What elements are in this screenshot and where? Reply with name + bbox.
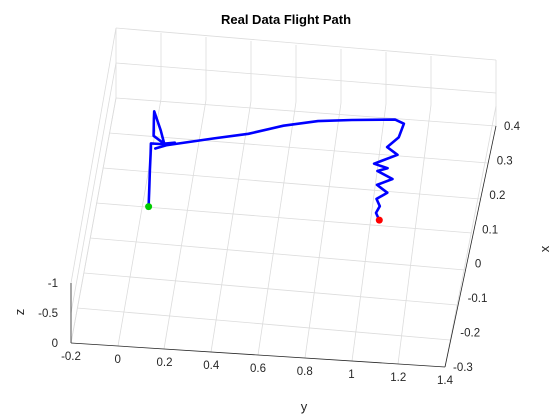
grid-line xyxy=(115,62,497,94)
x-axis-label: x xyxy=(537,245,552,252)
y-tick-label: 1.2 xyxy=(390,372,406,384)
x-tick-label: 0.1 xyxy=(482,224,498,236)
y-axis-line xyxy=(70,342,446,368)
grid-line xyxy=(89,237,466,271)
x-tick-label: -0.3 xyxy=(453,362,473,374)
x-tick-label: -0.2 xyxy=(460,328,480,340)
grid-line xyxy=(70,27,117,284)
grid-line xyxy=(115,97,497,127)
y-tick-label: 0.8 xyxy=(297,366,313,378)
y-tick-label: 0.4 xyxy=(203,360,220,372)
x-tick-label: -0.1 xyxy=(468,293,488,305)
y-tick-label: 1.4 xyxy=(437,375,454,387)
flight-path-line xyxy=(147,110,406,222)
grid-line xyxy=(304,102,342,359)
z-tick-label: 0 xyxy=(52,338,58,350)
y-tick-label: 0.6 xyxy=(250,363,266,375)
grid-line xyxy=(397,104,432,365)
start-marker xyxy=(145,203,153,211)
x-tick-label: 0.4 xyxy=(504,121,521,133)
y-tick-label: 1 xyxy=(348,369,354,381)
grid-line xyxy=(257,101,297,356)
x-tick-label: 0 xyxy=(475,259,481,271)
grid-line xyxy=(102,167,481,200)
x-tick-label: 0.3 xyxy=(497,155,513,167)
x-tick-labels: 0.4 0.3 0.2 0.1 0 -0.1 -0.2 -0.3 xyxy=(453,121,521,374)
y-tick-label: 0 xyxy=(115,354,121,366)
grid-line xyxy=(76,307,451,341)
y-tick-label: 0.2 xyxy=(157,357,173,369)
y-tick-labels: -0.2 0 0.2 0.4 0.6 0.8 1 1.2 1.4 xyxy=(61,351,454,387)
grid-line xyxy=(444,105,497,368)
grid-line xyxy=(115,27,497,61)
grid-line xyxy=(70,97,117,344)
z-axis-label: z xyxy=(12,309,27,316)
grid-line xyxy=(95,202,473,234)
z-tick-labels: -1 -0.5 0 xyxy=(38,278,58,350)
grid-line xyxy=(117,98,162,347)
y-tick-label: -0.2 xyxy=(61,351,81,363)
grid-line xyxy=(210,100,252,353)
x-axis-line xyxy=(444,125,497,368)
z-tick-label: -1 xyxy=(48,278,58,290)
grid-layer xyxy=(70,27,497,368)
grid-line xyxy=(108,132,489,164)
chart-title: Real Data Flight Path xyxy=(221,12,351,27)
y-axis-label: y xyxy=(301,399,308,414)
z-tick-label: -0.5 xyxy=(38,308,58,320)
x-tick-label: 0.2 xyxy=(489,190,505,202)
grid-line xyxy=(70,62,117,314)
grid-line xyxy=(351,103,387,362)
grid-line xyxy=(83,272,458,306)
end-marker xyxy=(375,216,383,224)
axes-layer xyxy=(70,125,497,368)
